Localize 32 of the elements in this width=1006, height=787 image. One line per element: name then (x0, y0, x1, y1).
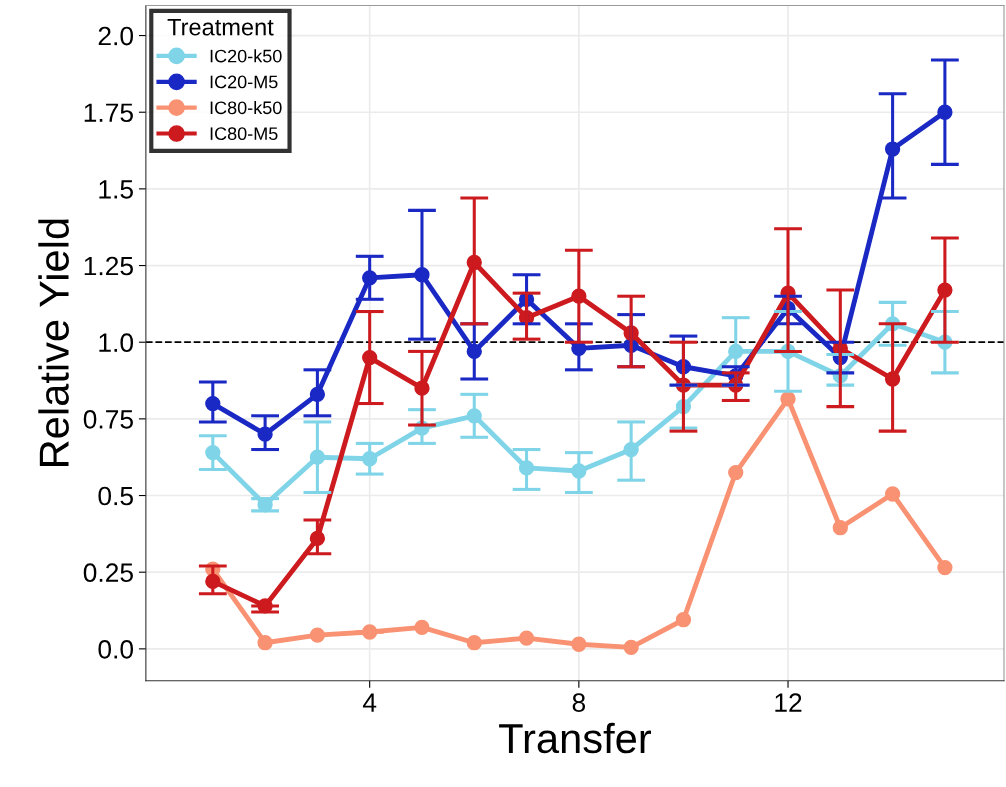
point (937, 559, 953, 576)
point (884, 486, 901, 502)
point (780, 391, 796, 407)
point (571, 636, 587, 652)
y-tick-label: 0.75 (83, 410, 133, 429)
y-tick-label: 2.0 (98, 26, 134, 46)
point (675, 612, 692, 628)
legend-label: IC80-M5 (210, 127, 278, 141)
y-tick-label: 1.5 (99, 180, 133, 199)
legend-label: IC20-M5 (210, 75, 278, 89)
point (466, 635, 482, 651)
y-tick-label: 0.0 (98, 640, 134, 659)
point (832, 520, 848, 536)
x-tick-label: 12 (775, 693, 802, 712)
y-tick-label: 0.5 (98, 486, 133, 506)
legend-label: IC20-k50 (210, 49, 282, 63)
legend-label: IC80-k50 (210, 100, 282, 115)
y-tick-label: 1.75 (84, 103, 133, 123)
point (257, 635, 273, 651)
x-tick-label: 8 (572, 693, 586, 712)
y-axis-title: Relative Yield (38, 219, 69, 466)
legend-title: Treatment (167, 19, 274, 36)
x-tick-label: 4 (362, 693, 377, 712)
point (414, 619, 430, 636)
x-axis-title: Transfer (499, 722, 652, 754)
point (623, 639, 639, 655)
point (309, 627, 326, 643)
point (518, 630, 535, 646)
point (728, 464, 744, 481)
y-tick-label: 1.0 (99, 333, 134, 353)
y-tick-label: 1.25 (84, 256, 133, 276)
y-tick-label: 0.25 (83, 563, 133, 583)
